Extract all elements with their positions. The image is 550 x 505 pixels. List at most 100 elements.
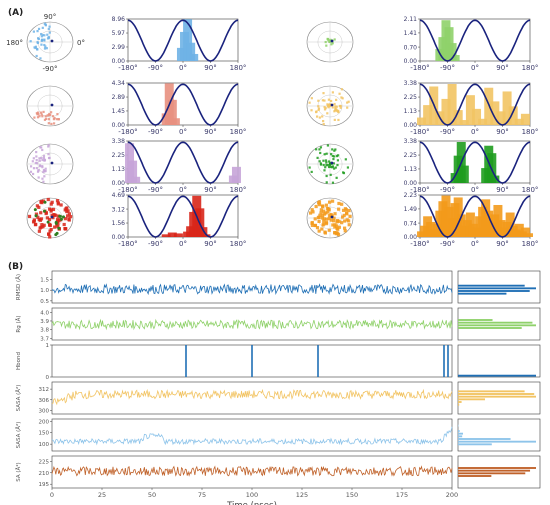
polar-point: [31, 160, 34, 163]
polar-point: [35, 54, 38, 58]
polar-point: [321, 213, 325, 218]
hist-xtick-label: 90°: [496, 240, 508, 248]
polar-point: [315, 148, 318, 151]
polar-point: [335, 154, 338, 158]
polar-point: [45, 117, 48, 121]
hist-bar: [520, 113, 530, 125]
hist-ytick-label: 0.00: [112, 234, 126, 241]
time-axis: 0 25 50 75 100 125 150 175 200 Time (nsec): [50, 488, 458, 505]
polar-point: [325, 181, 328, 184]
ts-line: [51, 283, 453, 296]
polar-point: [346, 166, 350, 169]
ts-line: [51, 465, 453, 477]
hist-bar: [417, 117, 427, 125]
hist-bar: [520, 227, 530, 237]
polar-point: [338, 92, 341, 95]
polar-point: [336, 163, 339, 167]
timeseries-row: 300 306 312 SASA (Å²): [15, 381, 541, 414]
hist-xtick-label: 90°: [496, 64, 508, 72]
polar-point: [333, 102, 336, 106]
hist-bar: [459, 120, 469, 125]
hist-ytick-label: 2.25: [112, 152, 126, 159]
polar-point: [313, 223, 317, 228]
polar-point: [53, 225, 57, 229]
hist-xtick-label: 0°: [471, 186, 479, 194]
polar-point: [59, 217, 63, 221]
polar-point: [43, 47, 47, 50]
polar-point: [323, 231, 327, 235]
polar-point: [50, 122, 53, 126]
polar-point: [43, 22, 46, 25]
polar-point: [328, 163, 331, 167]
polar-point: [340, 96, 343, 99]
polar-marker: [330, 161, 334, 165]
polar-point: [41, 225, 45, 229]
polar-point: [41, 34, 45, 37]
polar-point: [42, 168, 46, 172]
panel-label-a: (A): [8, 8, 24, 18]
hist-bar: [167, 232, 177, 237]
potential-curve: [419, 83, 531, 126]
ts-hist-bar: [458, 390, 525, 393]
hist-xtick-label: -90°: [148, 128, 163, 136]
hist-bar: [447, 83, 457, 125]
polar-point: [322, 219, 326, 223]
polar-point: [47, 144, 50, 147]
ts-ytick-label: 225: [39, 459, 50, 465]
polar-point: [318, 160, 321, 163]
polar-point: [337, 207, 341, 211]
hist-xtick-label: 0°: [471, 128, 479, 136]
hist-ytick-label: 4.34: [112, 80, 126, 87]
polar-marker: [330, 39, 334, 43]
polar-point: [327, 98, 330, 101]
ts-ytick-label: 312: [39, 387, 50, 393]
hist-ytick-label: 2.89: [112, 94, 126, 101]
hist-xtick-label: 90°: [204, 64, 216, 72]
hist-xtick-label: 180°: [522, 128, 539, 136]
hist-ytick-label: 8.96: [112, 16, 126, 23]
hist-bar: [465, 95, 475, 125]
polar-point: [53, 117, 56, 120]
polar-point: [51, 115, 55, 118]
polar-marker: [330, 103, 334, 107]
hist-xtick-label: 180°: [230, 240, 247, 248]
polar-point: [46, 114, 49, 117]
polar-point: [36, 29, 39, 33]
polar-point: [35, 159, 38, 162]
polar-point: [37, 27, 41, 30]
polar-point: [64, 227, 68, 231]
potential-curve: [127, 141, 239, 184]
hist-ytick-label: 1.45: [112, 108, 126, 115]
ts-line: [51, 426, 453, 446]
hist-bar: [459, 165, 469, 183]
potential-curve: [127, 195, 239, 238]
polar-point: [329, 173, 332, 176]
ts-ytick-label: 300: [39, 408, 50, 414]
ts-hist-bar: [458, 401, 462, 403]
hist-bar: [514, 223, 524, 237]
hist-xtick-label: -180°: [118, 128, 137, 136]
time-tick-label: 75: [198, 491, 206, 499]
polar-point: [43, 38, 46, 41]
polar-point: [62, 222, 66, 227]
hist-xtick-label: -90°: [440, 128, 455, 136]
polar-point: [40, 223, 44, 227]
polar-point: [55, 223, 59, 227]
polar-point: [334, 148, 337, 151]
hist-bar: [502, 91, 512, 125]
timeseries-row: 0 1 Hbond: [16, 343, 541, 381]
ts-hist-bar: [458, 438, 511, 440]
ramachandran-panel: 0.00 1.13 2.25 3.38 -180° -90° 0° 90° 180°: [306, 80, 539, 136]
polar-point: [331, 181, 335, 184]
polar-point: [41, 177, 44, 180]
polar-point: [32, 157, 35, 160]
hist-ytick-label: 2.99: [112, 44, 126, 51]
hist-ytick-label: 2.23: [404, 192, 418, 199]
polar-point: [333, 225, 337, 229]
polar-point: [310, 221, 314, 225]
hist-xtick-label: 0°: [471, 240, 479, 248]
time-tick-label: 125: [296, 491, 308, 499]
potential-curve: [419, 195, 531, 238]
polar-point: [332, 219, 336, 223]
ts-ytick-label: 0.5: [40, 299, 49, 305]
